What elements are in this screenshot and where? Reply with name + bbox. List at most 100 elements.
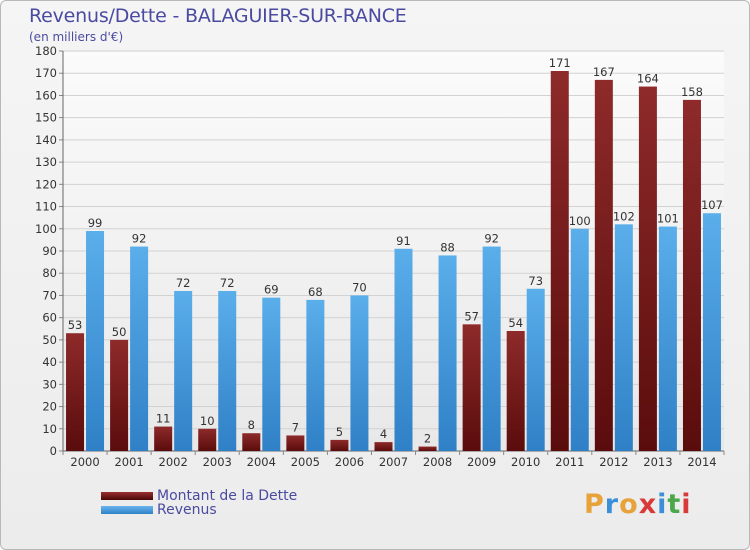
bar-revenus-label: 102: [613, 209, 635, 223]
bar-dette-label: 54: [508, 316, 523, 330]
bar-revenus: [262, 297, 281, 451]
legend-label-revenus: Revenus: [157, 502, 217, 518]
logo-letter: r: [604, 489, 620, 520]
bar-dette: [330, 439, 349, 451]
y-tick-label: 60: [42, 311, 57, 325]
bar-dette: [462, 324, 481, 451]
x-tick-label: 2008: [423, 455, 452, 469]
bar-dette-label: 167: [593, 65, 615, 79]
bar-dette-label: 7: [292, 420, 299, 434]
chart-subtitle: (en milliers d'€): [29, 30, 124, 44]
y-tick-label: 90: [42, 244, 57, 258]
bar-dette-label: 11: [156, 412, 171, 426]
bar-revenus: [526, 288, 545, 451]
bar-revenus-label: 88: [440, 240, 455, 254]
bar-dette: [374, 442, 393, 451]
bar-revenus: [174, 291, 193, 451]
bar-revenus-label: 73: [528, 274, 543, 288]
bar-revenus: [130, 246, 149, 451]
bar-revenus-label: 72: [220, 276, 235, 290]
bar-revenus-label: 68: [308, 285, 323, 299]
bar-revenus: [658, 226, 677, 451]
bar-dette: [682, 99, 701, 451]
y-tick-label: 0: [50, 444, 57, 458]
bar-dette-label: 53: [68, 318, 83, 332]
x-tick-label: 2012: [599, 455, 628, 469]
y-tick-label: 40: [42, 355, 57, 369]
y-tick-label: 50: [42, 333, 57, 347]
bar-revenus-label: 69: [264, 283, 279, 297]
bar-dette-label: 10: [200, 414, 215, 428]
legend-item-dette: Montant de la Dette: [101, 488, 298, 504]
bar-revenus-label: 100: [569, 214, 591, 228]
x-tick-label: 2004: [247, 455, 276, 469]
bar-dette: [198, 428, 217, 451]
bar-dette-label: 57: [464, 309, 479, 323]
legend-label-dette: Montant de la Dette: [157, 488, 298, 504]
x-tick-label: 2013: [643, 455, 672, 469]
bar-dette-label: 50: [112, 325, 127, 339]
y-tick-label: 140: [35, 133, 57, 147]
y-tick-label: 70: [42, 288, 57, 302]
proxiti-logo: Proxiti: [584, 489, 692, 520]
bar-dette-label: 2: [424, 432, 431, 446]
y-tick-label: 80: [42, 266, 57, 280]
bar-dette: [550, 71, 569, 451]
bar-dette: [242, 433, 261, 451]
bar-dette: [286, 435, 305, 451]
logo-letter: P: [584, 489, 605, 520]
bar-revenus-label: 72: [176, 276, 191, 290]
x-tick-label: 2009: [467, 455, 496, 469]
x-tick-label: 2005: [291, 455, 320, 469]
y-tick-label: 180: [35, 44, 57, 58]
logo-letter: i: [657, 489, 668, 520]
bar-revenus: [218, 291, 237, 451]
logo-letter: o: [619, 489, 639, 520]
logo-letter: x: [638, 489, 658, 520]
x-tick-label: 2003: [203, 455, 232, 469]
bar-revenus: [86, 231, 105, 451]
bar-revenus: [350, 295, 369, 451]
bar-dette: [110, 339, 129, 451]
bar-revenus: [306, 299, 325, 451]
x-tick-label: 2011: [555, 455, 584, 469]
bar-revenus: [394, 248, 413, 451]
x-tick-label: 2001: [114, 455, 143, 469]
x-tick-label: 2010: [511, 455, 540, 469]
legend-swatch-dette: [101, 492, 153, 500]
y-tick-label: 10: [42, 422, 57, 436]
bar-dette: [594, 79, 613, 451]
bar-dette-label: 4: [380, 427, 387, 441]
x-tick-label: 2002: [159, 455, 188, 469]
logo-letter: t: [667, 489, 682, 520]
bar-revenus-label: 70: [352, 280, 367, 294]
x-tick-label: 2014: [687, 455, 716, 469]
y-tick-label: 170: [35, 66, 57, 80]
legend-item-revenus: Revenus: [101, 502, 217, 518]
bar-revenus: [438, 255, 457, 451]
bar-revenus-label: 92: [484, 232, 499, 246]
bar-dette: [506, 331, 525, 451]
y-tick-label: 150: [35, 111, 57, 125]
y-tick-label: 100: [35, 222, 57, 236]
x-tick-label: 2000: [70, 455, 99, 469]
y-tick-label: 160: [35, 88, 57, 102]
bar-dette: [418, 446, 437, 451]
bar-revenus: [614, 224, 633, 451]
y-tick-label: 130: [35, 155, 57, 169]
bar-dette-label: 164: [637, 72, 659, 86]
bar-revenus: [482, 246, 501, 451]
x-tick-label: 2007: [379, 455, 408, 469]
bar-dette: [154, 426, 173, 451]
bar-dette-label: 158: [681, 85, 703, 99]
chart-title: Revenus/Dette - BALAGUIER-SUR-RANCE: [29, 5, 407, 27]
bar-revenus-label: 101: [657, 212, 679, 226]
bar-dette-label: 8: [248, 418, 255, 432]
bar-revenus-label: 99: [88, 216, 103, 230]
bar-revenus: [570, 228, 589, 451]
bar-revenus-label: 91: [396, 234, 411, 248]
bar-dette: [638, 86, 657, 452]
bar-revenus-label: 92: [132, 232, 147, 246]
